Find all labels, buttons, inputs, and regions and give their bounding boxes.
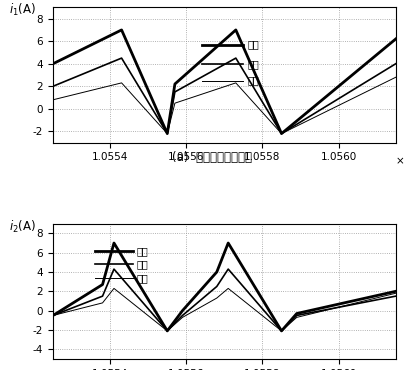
Text: 满载: 满载 <box>137 246 149 256</box>
Text: 半载: 半载 <box>137 259 149 269</box>
Y-axis label: $i_1$(A): $i_1$(A) <box>9 2 36 18</box>
Y-axis label: $i_2$(A): $i_2$(A) <box>9 218 36 235</box>
Text: 轻载: 轻载 <box>247 75 259 85</box>
Text: × 1e-2: × 1e-2 <box>397 156 408 166</box>
Text: 轻载: 轻载 <box>137 273 149 283</box>
Text: 满载: 满载 <box>247 40 259 50</box>
Text: (a)  超前支路电感电流: (a) 超前支路电感电流 <box>172 151 252 164</box>
Text: 半载: 半载 <box>247 59 259 69</box>
